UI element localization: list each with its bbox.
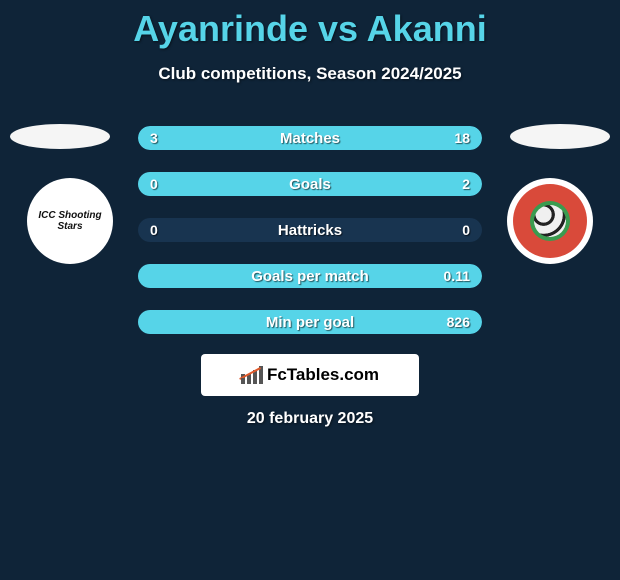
- bar-chart-icon: [241, 366, 263, 384]
- stat-row-matches: 3 Matches 18: [138, 126, 482, 150]
- stat-label: Goals: [289, 176, 331, 193]
- stat-label: Matches: [280, 130, 340, 147]
- date-label: 20 february 2025: [0, 410, 620, 428]
- club-left-logo: ICC Shooting Stars: [27, 178, 113, 264]
- brand-text: FcTables.com: [267, 365, 379, 385]
- stat-label: Hattricks: [278, 222, 342, 239]
- club-right-logo: [507, 178, 593, 264]
- stat-value-left: 0: [150, 222, 158, 238]
- page-subtitle: Club competitions, Season 2024/2025: [0, 64, 620, 84]
- stat-value-right: 826: [447, 314, 470, 330]
- stats-container: 3 Matches 18 0 Goals 2 0 Hattricks 0 Goa…: [138, 126, 482, 356]
- brand-badge[interactable]: FcTables.com: [201, 354, 419, 396]
- stat-value-right: 0: [462, 222, 470, 238]
- stat-label: Goals per match: [251, 268, 369, 285]
- stat-value-right: 2: [462, 176, 470, 192]
- player-right-avatar: [510, 124, 610, 149]
- stat-value-left: 0: [150, 176, 158, 192]
- page-title: Ayanrinde vs Akanni: [0, 0, 620, 50]
- stat-label: Min per goal: [266, 314, 354, 331]
- stat-row-min-per-goal: Min per goal 826: [138, 310, 482, 334]
- club-left-logo-text: ICC Shooting Stars: [27, 210, 113, 232]
- stat-row-hattricks: 0 Hattricks 0: [138, 218, 482, 242]
- club-right-badge: [513, 184, 587, 258]
- stat-value-right: 18: [454, 130, 470, 146]
- stat-row-goals-per-match: Goals per match 0.11: [138, 264, 482, 288]
- stat-bar-left: [138, 126, 186, 150]
- stat-row-goals: 0 Goals 2: [138, 172, 482, 196]
- player-left-avatar: [10, 124, 110, 149]
- football-icon: [530, 201, 570, 241]
- stat-value-right: 0.11: [444, 268, 470, 284]
- stat-value-left: 3: [150, 130, 158, 146]
